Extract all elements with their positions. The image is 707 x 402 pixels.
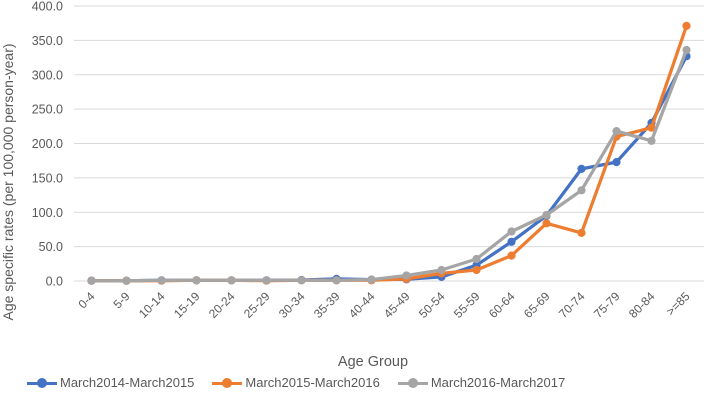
data-series [87,21,691,285]
legend-line-dot-marker [212,378,243,388]
data-point[interactable] [542,219,551,228]
y-tick-label: 100.0 [32,206,63,220]
data-point[interactable] [297,276,306,285]
x-tick-label: 45-49 [381,289,413,321]
legend-dot-icon [37,378,47,388]
x-tick-label: 65-69 [521,289,553,321]
data-point[interactable] [192,276,201,285]
data-point[interactable] [507,227,516,236]
legend-line-dot-marker [397,378,428,388]
x-tick-label: 30-34 [276,289,308,321]
x-tick-label: 15-19 [171,289,203,321]
x-tick-label: 10-14 [136,289,168,321]
y-tick-label: 250.0 [32,103,63,117]
data-point[interactable] [367,275,376,284]
data-point[interactable] [227,276,236,285]
x-tick-label: 5-9 [110,289,132,311]
data-point[interactable] [612,127,621,136]
data-point[interactable] [332,276,341,285]
y-tick-label: 200.0 [32,137,63,151]
legend-dot-icon [407,378,418,388]
x-tick-label: >=85 [663,289,692,318]
y-tick-label: 150.0 [32,171,63,185]
data-point[interactable] [577,228,586,237]
legend-item-march2016-march2017[interactable]: March2016-March2017 [397,375,566,390]
x-tick-label: 35-39 [311,289,343,321]
y-tick-label: 400.0 [32,0,63,14]
data-point[interactable] [577,186,586,195]
data-point[interactable] [157,276,166,285]
line-chart-plot: Age specific rates (per 100,000 person-y… [0,0,704,370]
data-point[interactable] [402,271,411,280]
legend-item-march2015-march2016[interactable]: March2015-March2016 [212,375,380,390]
x-tick-label: 40-44 [346,289,378,321]
data-point[interactable] [682,45,691,55]
x-tick-label: 75-79 [591,289,623,321]
legend-label: March2016-March2017 [430,375,566,390]
x-axis-tick-labels: 0-4 5-9 10-14 15-19 20-24 25-29 30-34 35-39 40-4… [75,289,692,321]
legend-label: March2014-March2015 [60,375,195,390]
series-line-March2016-March2017 [89,48,689,283]
data-point[interactable] [647,123,656,132]
data-point[interactable] [262,276,271,285]
data-point[interactable] [507,251,516,260]
data-point[interactable] [577,164,586,173]
data-point[interactable] [472,254,481,264]
chart-legend: March2014-March2015 March2015-March2016 … [27,376,565,390]
y-tick-label: 350.0 [32,34,63,48]
y-axis-title: Age specific rates (per 100,000 person-y… [0,43,16,320]
data-point[interactable] [682,21,691,30]
x-tick-label: 25-29 [241,289,273,321]
y-axis-tick-labels: 0.0 50.0 100.0 150.0 200.0 250.0 300.0 350.0 400… [32,0,63,289]
data-point[interactable] [542,210,551,220]
y-tick-label: 0.0 [46,275,63,289]
data-point[interactable] [437,265,446,275]
data-point[interactable] [122,276,131,285]
data-point[interactable] [472,265,481,275]
data-point[interactable] [612,158,621,167]
x-tick-label: 80-84 [626,289,658,321]
legend-item-march2014-march2015[interactable]: March2014-March2015 [27,376,194,390]
y-tick-label: 300.0 [32,68,63,82]
data-point[interactable] [507,237,516,246]
x-tick-label: 20-24 [206,289,238,321]
data-point[interactable] [87,276,96,285]
x-axis-title: Age Group [338,354,408,370]
data-point[interactable] [647,136,656,145]
y-tick-label: 50.0 [39,240,63,254]
legend-label: March2015-March2016 [245,375,380,390]
x-tick-label: 50-54 [416,289,448,321]
x-tick-label: 70-74 [556,289,588,321]
x-tick-label: 0-4 [75,289,97,311]
x-tick-label: 60-64 [486,289,518,321]
legend-line-dot-marker [27,378,57,388]
gridlines [74,5,704,282]
x-tick-label: 55-59 [451,289,483,321]
legend-dot-icon [222,378,233,388]
series-line-March2015-March2016 [89,24,689,283]
